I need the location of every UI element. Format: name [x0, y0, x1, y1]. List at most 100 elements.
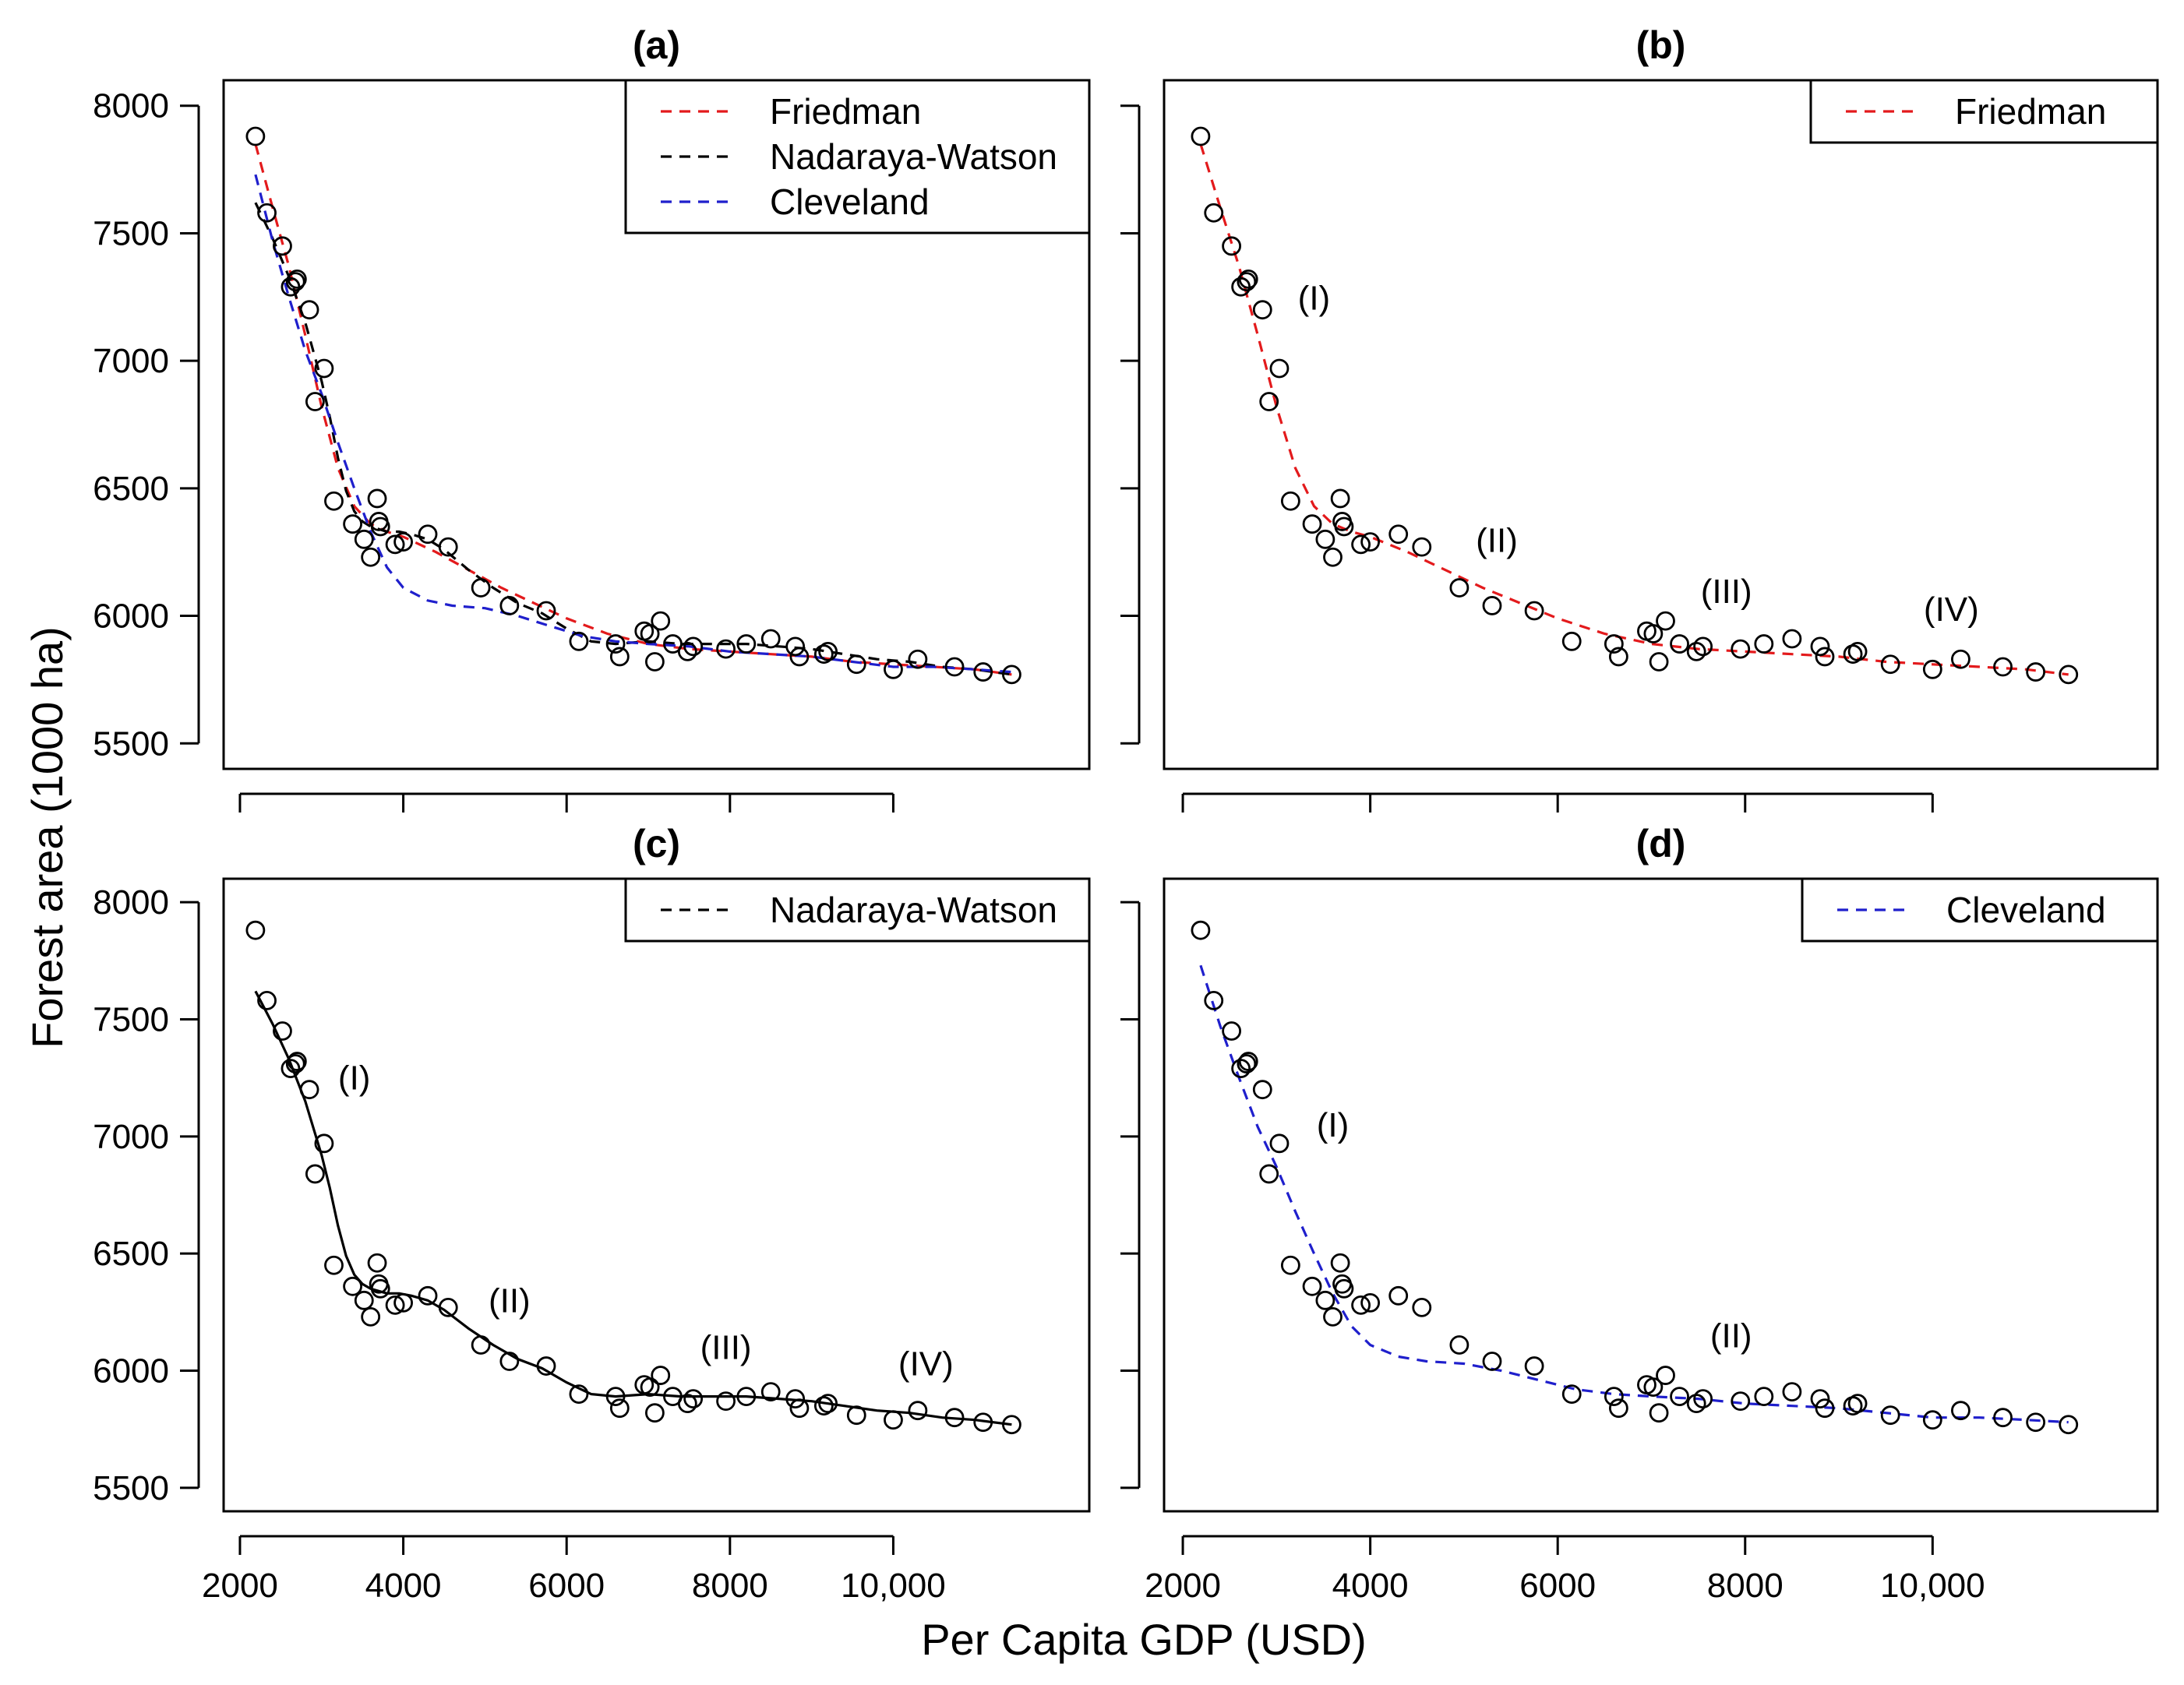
data-point — [1388, 524, 1409, 545]
data-point — [1334, 516, 1354, 537]
data-point — [1388, 1285, 1409, 1306]
x-axis: 2000 4000 6000 8000 10,000 — [1145, 1535, 1985, 1605]
data-point — [1815, 1398, 1835, 1419]
y-axis — [1120, 104, 1141, 745]
y-tick-label: 5500 — [93, 724, 169, 763]
data-point — [1002, 664, 1021, 685]
data-point — [1604, 634, 1624, 654]
x-tick-label: 2000 — [202, 1567, 278, 1605]
data-point — [1449, 1335, 1470, 1355]
data-point — [1951, 649, 1971, 669]
data-point — [370, 1278, 390, 1299]
fit-curves — [1199, 143, 2069, 676]
panel-title: (c) — [633, 822, 680, 865]
region-label: (I) — [338, 1059, 371, 1098]
data-point — [1204, 203, 1224, 223]
y-axis-title: Forest area (1000 ha) — [23, 626, 72, 1049]
x-axis — [1181, 792, 1934, 813]
data-point — [1238, 1052, 1258, 1071]
data-point — [1922, 659, 1942, 679]
data-point — [1993, 1408, 2013, 1428]
data-point — [1412, 537, 1432, 557]
data-point — [789, 647, 810, 667]
panel-d: (d) 2000 4000 6000 8000 10,000 (I) (II) Cleve… — [1120, 822, 2159, 1605]
data-point — [1880, 1405, 1900, 1426]
data-point — [2026, 1412, 2046, 1433]
data-point — [605, 634, 626, 654]
data-point — [1810, 1389, 1830, 1409]
data-point — [324, 1255, 344, 1275]
data-point — [1951, 1401, 1971, 1421]
panel-b: (b) (I) (II) (III) (IV) Friedman — [1120, 23, 2159, 813]
data-point — [370, 516, 390, 537]
data-point — [393, 532, 413, 552]
data-point — [973, 1412, 993, 1433]
data-point — [1351, 534, 1371, 555]
y-tick-label: 5500 — [93, 1469, 169, 1507]
data-point — [2026, 662, 2046, 682]
data-point — [677, 1394, 697, 1414]
data-point — [1259, 392, 1279, 411]
legend-label: Cleveland — [1946, 890, 2106, 930]
data-point — [257, 203, 277, 223]
data-point — [1222, 236, 1242, 256]
data-point — [1731, 1391, 1751, 1412]
data-point — [1360, 1292, 1381, 1313]
legend: Nadaraya-Watson — [624, 877, 1091, 943]
data-point — [1191, 920, 1211, 940]
data-point — [1449, 578, 1470, 598]
data-point — [287, 269, 307, 289]
data-point — [789, 1398, 810, 1419]
x-tick-label: 6000 — [1519, 1567, 1596, 1605]
data-point — [438, 537, 458, 557]
x-axis — [238, 792, 894, 813]
data-point — [736, 1387, 757, 1407]
panel-a: (a) 5500 6000 6500 7000 7500 8000 FriedmanNad… — [93, 23, 1091, 813]
data-point — [1847, 1394, 1868, 1414]
panel-title: (a) — [633, 23, 680, 67]
data-point — [1237, 1054, 1257, 1073]
legend-label: Nadaraya-Watson — [770, 136, 1057, 177]
data-points — [245, 920, 1021, 1435]
data-point — [716, 639, 736, 659]
data-point — [1315, 1290, 1335, 1310]
data-point — [605, 1387, 626, 1407]
data-point — [343, 1276, 363, 1296]
data-point — [280, 1059, 301, 1078]
data-point — [1259, 1164, 1279, 1184]
nadaraya-curve — [254, 202, 1012, 676]
y-tick-label: 7000 — [93, 342, 169, 380]
legend: Cleveland — [1801, 877, 2159, 943]
region-labels: (I) (II) (III) (IV) — [1298, 280, 1979, 629]
data-point — [884, 1410, 903, 1430]
x-tick-label: 8000 — [1707, 1567, 1784, 1605]
data-point — [471, 578, 491, 598]
region-label: (I) — [1317, 1106, 1350, 1144]
data-point — [1670, 634, 1689, 654]
data-point — [1815, 647, 1835, 667]
data-point — [884, 659, 903, 679]
x-tick-label: 6000 — [528, 1567, 605, 1605]
data-point — [2059, 1415, 2079, 1435]
region-label: (IV) — [1924, 590, 1979, 629]
data-point — [640, 624, 660, 643]
data-point — [1993, 657, 2013, 677]
data-point — [677, 641, 697, 661]
data-point — [683, 636, 704, 657]
data-point — [651, 611, 671, 631]
y-tick-label: 8000 — [93, 883, 169, 922]
region-label: (II) — [489, 1281, 531, 1320]
y-tick-label: 7500 — [93, 214, 169, 252]
data-point — [361, 1306, 381, 1327]
data-point — [324, 491, 344, 511]
fit-curves — [1199, 964, 2069, 1424]
data-point — [1360, 532, 1381, 552]
data-point — [1330, 488, 1350, 509]
data-point — [385, 1295, 405, 1315]
data-point — [343, 514, 363, 534]
data-point — [1252, 300, 1272, 320]
data-point — [1643, 1377, 1664, 1398]
data-point — [1524, 601, 1544, 621]
data-point — [1323, 547, 1343, 567]
